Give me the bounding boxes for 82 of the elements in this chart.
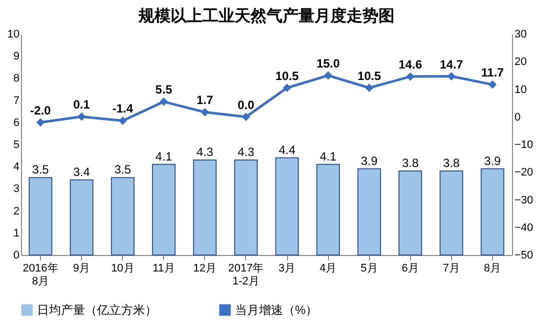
data-label: 4.3 bbox=[238, 144, 255, 159]
y-tick-label: 1 bbox=[13, 227, 20, 240]
point bbox=[282, 84, 292, 92]
x-tick-label: 3月 bbox=[278, 262, 296, 274]
x-tick-label: 4月 bbox=[320, 262, 337, 274]
x-tick-label: 2017年 1-2月 bbox=[228, 262, 264, 288]
data-label: 10.5 bbox=[358, 68, 382, 83]
bar bbox=[70, 179, 94, 256]
y2-tick-label: −20 bbox=[514, 166, 534, 179]
y-tick-label: 5 bbox=[13, 139, 20, 151]
y2-tick-label: −50 bbox=[514, 250, 534, 262]
legend-label: 当月增速（%） bbox=[235, 303, 318, 317]
data-label: -1.4 bbox=[112, 102, 134, 116]
y2-tick-label: 30 bbox=[514, 28, 527, 40]
x-tick-label: 5月 bbox=[360, 262, 378, 274]
point bbox=[488, 80, 497, 89]
data-label: 4.3 bbox=[196, 144, 214, 159]
point bbox=[324, 71, 332, 80]
chart-title: 规模以上工业天然气产量月度走势图 bbox=[138, 6, 394, 25]
point bbox=[118, 116, 127, 125]
data-label: 5.5 bbox=[155, 82, 172, 97]
bar bbox=[440, 170, 464, 256]
bar bbox=[152, 164, 176, 256]
bar bbox=[110, 177, 134, 256]
point bbox=[406, 72, 414, 81]
y2-tick-label: −40 bbox=[514, 222, 534, 234]
x-tick-label: 7月 bbox=[442, 262, 460, 274]
y2-tick-label: −10 bbox=[514, 139, 534, 151]
bar bbox=[480, 168, 504, 256]
y2-tick-label: 10 bbox=[514, 84, 527, 96]
y-tick-label: 6 bbox=[13, 116, 20, 129]
x-tick-label: 9月 bbox=[73, 262, 90, 274]
y-tick-label: 2 bbox=[13, 205, 20, 218]
point bbox=[77, 112, 86, 121]
x-tick-label: 8月 bbox=[484, 262, 502, 274]
x-tick-label: 12月 bbox=[193, 262, 216, 274]
bar bbox=[275, 157, 299, 256]
y-tick-label: 9 bbox=[13, 50, 20, 63]
y-tick-label: 8 bbox=[13, 72, 20, 85]
data-label: 3.8 bbox=[402, 156, 419, 170]
bar bbox=[193, 159, 217, 256]
bar bbox=[398, 170, 422, 256]
y-tick-label: 3 bbox=[13, 183, 20, 196]
data-label: 3.9 bbox=[360, 154, 378, 168]
y-tick-label: 0 bbox=[13, 250, 20, 262]
point bbox=[36, 118, 45, 127]
point bbox=[200, 108, 210, 116]
x-tick-label: 10月 bbox=[111, 262, 134, 274]
data-label: 10.5 bbox=[275, 68, 300, 83]
bar bbox=[316, 164, 340, 256]
data-label: 3.8 bbox=[443, 156, 460, 170]
point bbox=[160, 98, 168, 106]
y-tick-label: 7 bbox=[13, 94, 20, 107]
data-label: 14.6 bbox=[398, 58, 422, 72]
data-label: 3.4 bbox=[73, 164, 90, 179]
data-label: 3.5 bbox=[32, 162, 50, 177]
data-label: -2.0 bbox=[30, 103, 52, 118]
y2-tick-label: 0 bbox=[514, 111, 521, 124]
data-label: 15.0 bbox=[316, 56, 340, 70]
point bbox=[365, 84, 374, 92]
y2-tick-label: 20 bbox=[514, 56, 527, 68]
x-tick-label: 11月 bbox=[152, 262, 175, 274]
data-label: 14.7 bbox=[440, 57, 464, 72]
data-label: 4.1 bbox=[320, 149, 337, 164]
y-tick-label: 4 bbox=[13, 161, 20, 174]
data-label: 1.7 bbox=[196, 93, 214, 108]
data-label: 11.7 bbox=[481, 66, 504, 80]
bar bbox=[357, 168, 382, 256]
point bbox=[242, 112, 250, 122]
data-label: 3.9 bbox=[484, 154, 502, 168]
legend-label: 日均产量（亿立方米） bbox=[37, 303, 157, 317]
data-label: 3.5 bbox=[114, 162, 132, 177]
x-tick-label: 6月 bbox=[402, 262, 419, 274]
y2-tick-label: −30 bbox=[514, 194, 534, 206]
bar bbox=[234, 159, 258, 256]
data-label: 4.1 bbox=[155, 149, 172, 164]
data-label: 0.0 bbox=[238, 98, 255, 112]
bar bbox=[28, 177, 52, 256]
data-label: 4.4 bbox=[278, 142, 296, 157]
data-label: 0.1 bbox=[73, 98, 90, 112]
y-tick-label: 10 bbox=[7, 28, 20, 40]
x-tick-label: 2016年 8月 bbox=[22, 262, 58, 288]
